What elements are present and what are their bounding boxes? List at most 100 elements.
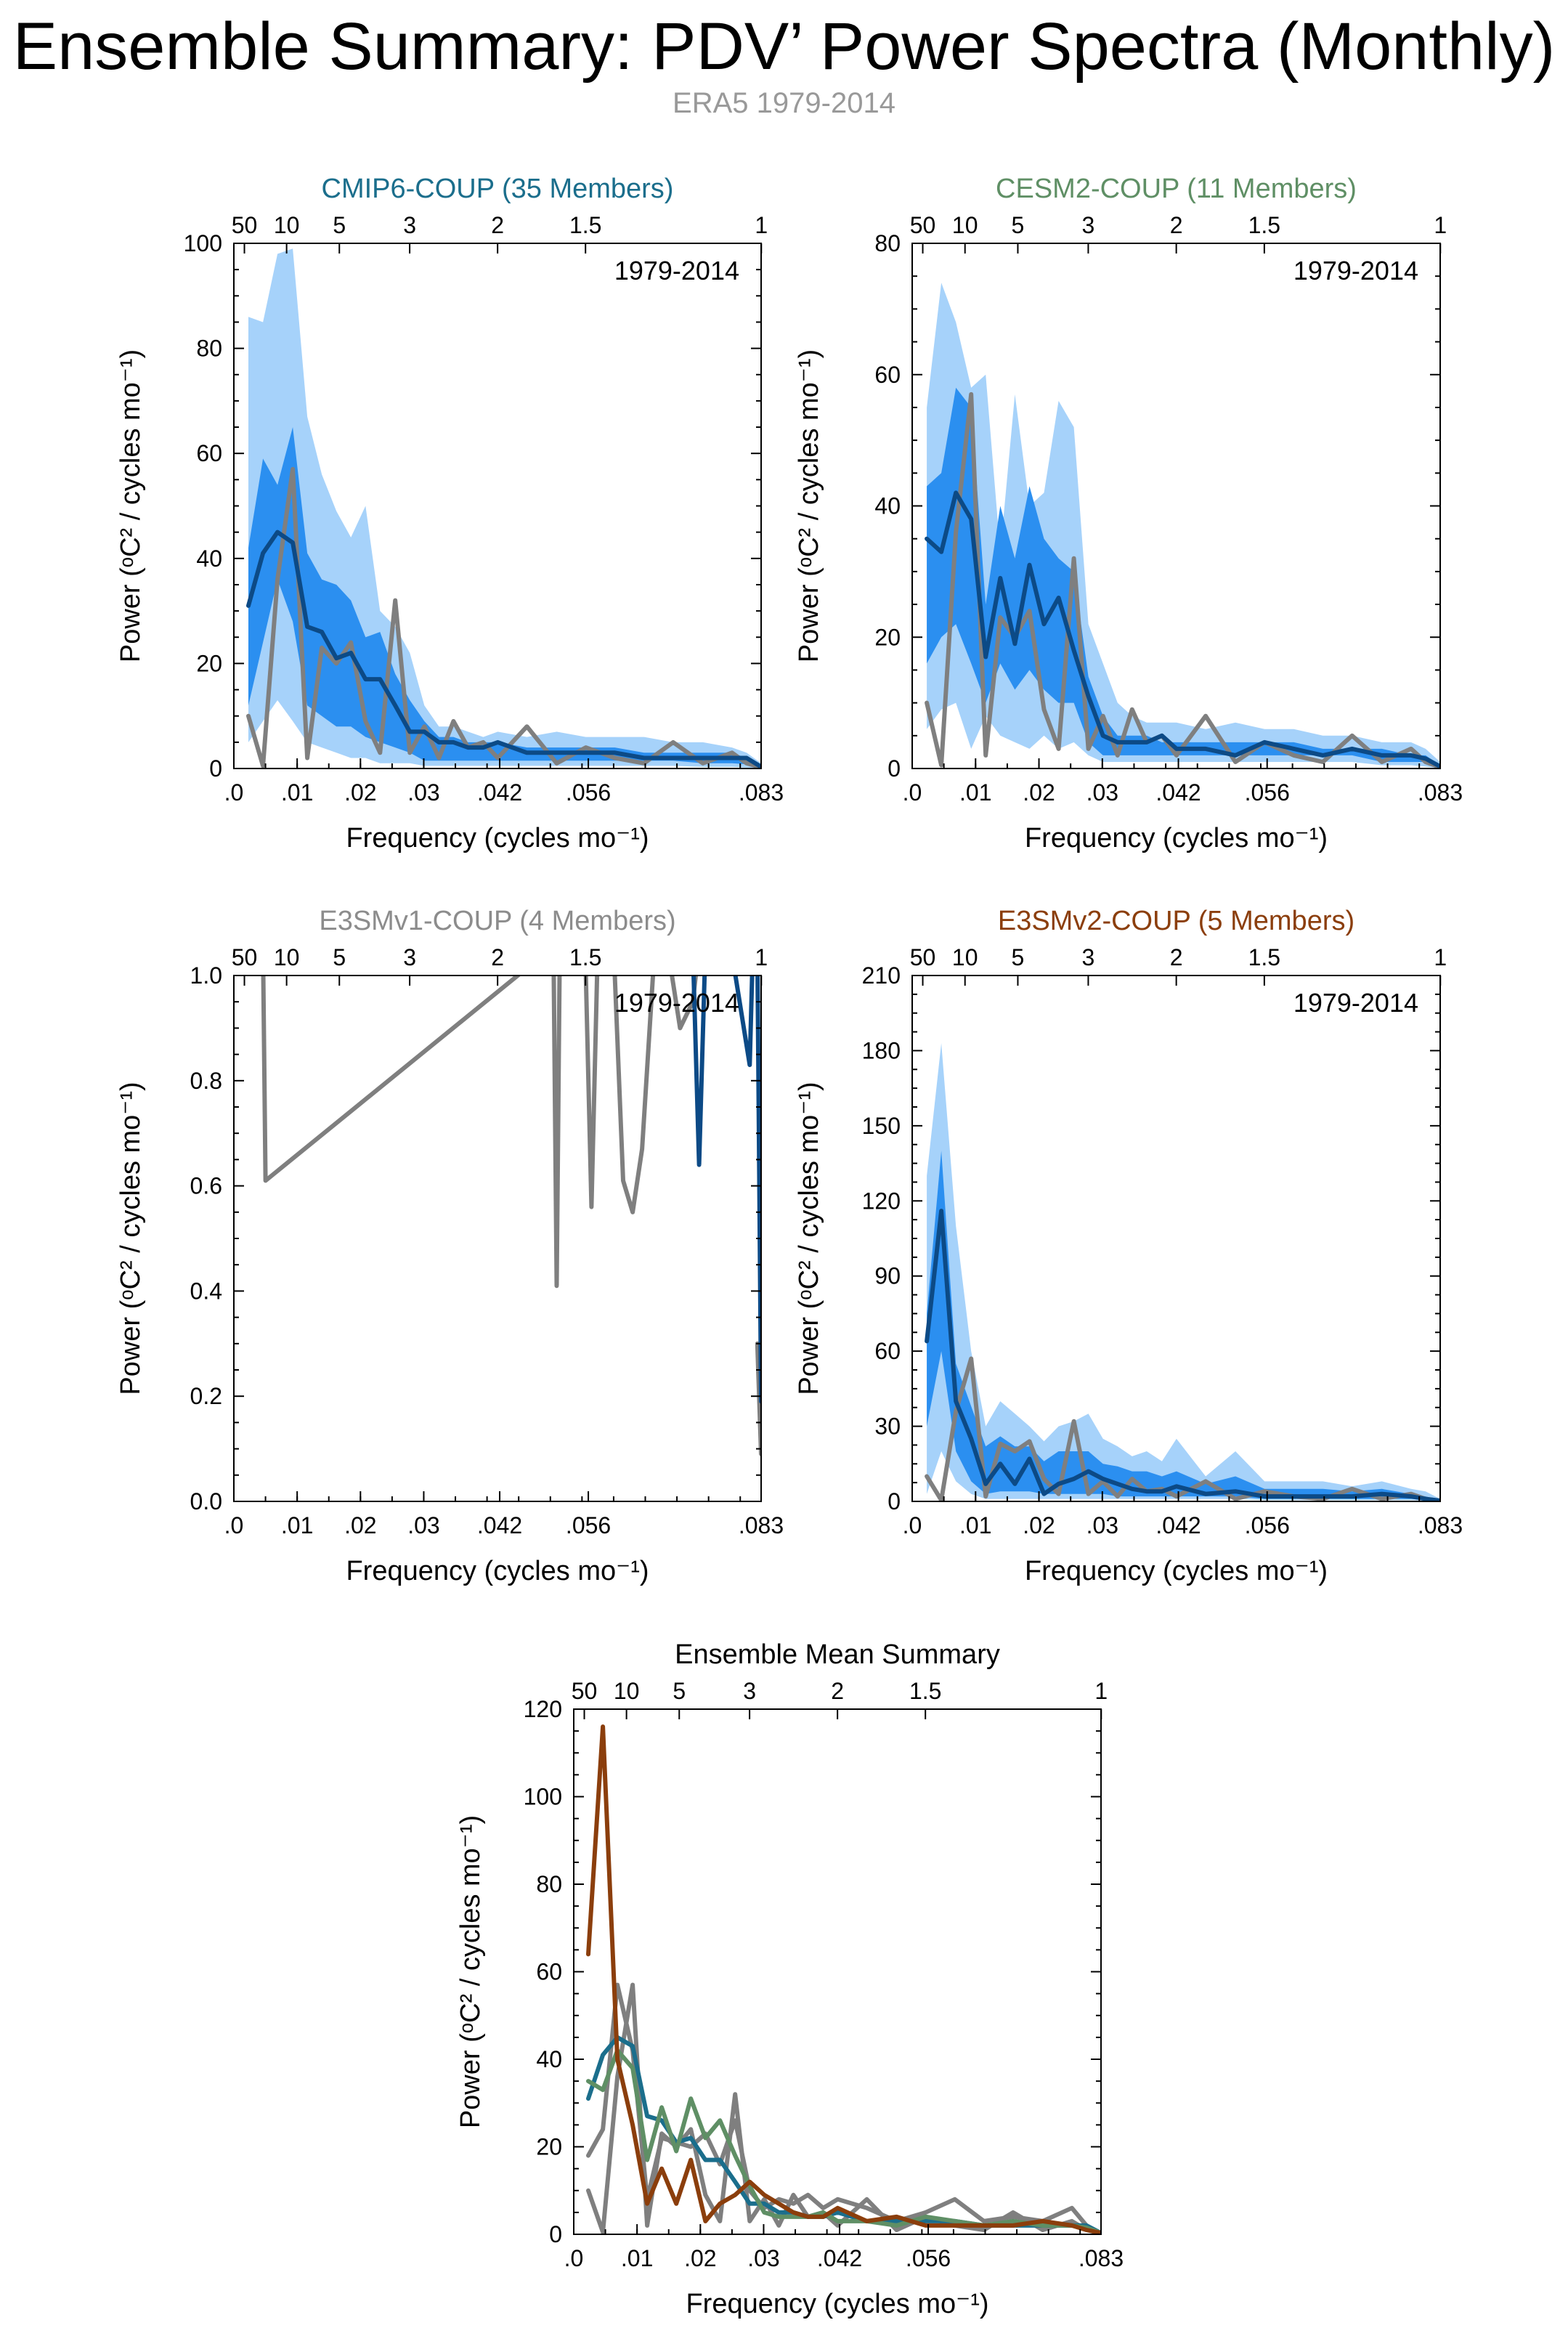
- y-tick-label: 40: [536, 2046, 562, 2072]
- y-tick-label: 0: [549, 2221, 562, 2247]
- x-tick-label: .042: [477, 1512, 522, 1538]
- y-tick-label: 100: [184, 230, 222, 256]
- top-tick-label: 10: [952, 944, 978, 970]
- y-tick-label: 0.6: [190, 1173, 222, 1199]
- top-tick-label: 1.5: [569, 212, 601, 238]
- y-tick-label: 0: [887, 755, 901, 782]
- top-tick-label: 1.5: [1248, 212, 1280, 238]
- x-tick-label: .02: [1023, 1512, 1055, 1538]
- y-tick-label: 20: [874, 624, 901, 650]
- top-tick-label: 1: [1434, 212, 1447, 238]
- x-tick-label: .083: [1418, 1512, 1463, 1538]
- top-tick-label: 1: [1434, 944, 1447, 970]
- x-tick-label: .01: [959, 779, 991, 806]
- top-tick-label: 50: [232, 944, 258, 970]
- x-tick-label: .056: [566, 779, 611, 806]
- top-tick-label: 50: [232, 212, 258, 238]
- series-line-era5: [925, 392, 1440, 768]
- x-tick-label: .056: [1245, 1512, 1290, 1538]
- top-tick-label: 1: [755, 212, 768, 238]
- y-tick-label: 40: [196, 546, 222, 572]
- spread-band-outer: [927, 1043, 1440, 1501]
- x-tick-label: .03: [407, 1512, 439, 1538]
- y-tick-label: 80: [874, 230, 901, 256]
- top-tick-label: 3: [1082, 212, 1095, 238]
- series-line-ensemble_mean: [925, 1209, 1440, 1501]
- y-tick-label: 40: [874, 493, 901, 519]
- y-tick-label: 20: [536, 2134, 562, 2160]
- x-tick-label: .0: [903, 779, 922, 806]
- period-label: 1979-2014: [1293, 988, 1418, 1018]
- panel-cmip6: 0 20 40 60 80 100 .0 .01 .02 .03 .042 .056 .083 50 10 5…: [115, 174, 784, 853]
- top-tick-label: 2: [491, 212, 504, 238]
- series-line-era5_b: [586, 1982, 1101, 2234]
- top-tick-label: 50: [572, 1678, 598, 1704]
- y-tick-label: 1.0: [190, 962, 222, 989]
- y-tick-label: 90: [874, 1263, 901, 1289]
- top-tick-label: 1.5: [569, 944, 601, 970]
- x-tick-label: .02: [344, 1512, 376, 1538]
- y-tick-label: 0: [887, 1488, 901, 1514]
- top-tick-label: 3: [403, 212, 416, 238]
- series-line-era5_a: [586, 1982, 1101, 2234]
- top-tick-label: 10: [952, 212, 978, 238]
- figure-subtitle: ERA5 1979-2014: [673, 87, 895, 119]
- y-tick-label: 180: [862, 1037, 901, 1063]
- x-axis-title: Frequency (cycles mo⁻¹): [1025, 1556, 1328, 1586]
- plot-frame: [233, 975, 762, 1502]
- top-tick-label: 1.5: [1248, 944, 1280, 970]
- y-tick-label: 60: [874, 1338, 901, 1364]
- panel-title: CESM2-COUP (11 Members): [996, 174, 1357, 204]
- top-tick-label: 5: [673, 1678, 686, 1704]
- top-tick-label: 5: [333, 212, 346, 238]
- panel-e3smv1: 0.0 0.2 0.4 0.6 0.8 1.0 .0 .01 .02 .03 .042 .056 .08…: [115, 906, 784, 1586]
- x-tick-label: .01: [959, 1512, 991, 1538]
- top-tick-label: 3: [1082, 944, 1095, 970]
- period-label: 1979-2014: [614, 256, 739, 285]
- y-tick-label: 210: [862, 962, 901, 989]
- plot-frame: [573, 1708, 1102, 2235]
- x-tick-label: .083: [1418, 779, 1463, 806]
- panel-title: CMIP6-COUP (35 Members): [322, 174, 674, 204]
- panel-title: Ensemble Mean Summary: [675, 1639, 1000, 1670]
- x-tick-label: .01: [621, 2245, 653, 2271]
- y-tick-label: 80: [196, 336, 222, 362]
- y-tick-label: 0.4: [190, 1278, 222, 1304]
- spread-band-inner: [248, 427, 761, 768]
- x-axis-title: Frequency (cycles mo⁻¹): [1025, 823, 1328, 853]
- series-line-era5: [246, 466, 761, 768]
- x-tick-label: .01: [281, 1512, 313, 1538]
- y-tick-label: 0: [209, 755, 222, 782]
- series-line-cesm2: [586, 2048, 1101, 2234]
- top-tick-label: 10: [274, 944, 300, 970]
- period-label: 1979-2014: [614, 988, 739, 1018]
- y-tick-label: 0.2: [190, 1383, 222, 1409]
- x-tick-label: .02: [684, 2245, 716, 2271]
- x-axis-title: Frequency (cycles mo⁻¹): [686, 2289, 988, 2319]
- y-axis-title: Power (ᵒC² / cycles mo⁻¹): [794, 1082, 824, 1395]
- x-tick-label: .056: [906, 2245, 951, 2271]
- x-tick-label: .083: [739, 779, 784, 806]
- y-axis-title: Power (ᵒC² / cycles mo⁻¹): [115, 1082, 146, 1395]
- x-tick-label: .02: [1023, 779, 1055, 806]
- y-tick-label: 30: [874, 1414, 901, 1440]
- y-tick-label: 120: [862, 1188, 901, 1214]
- top-tick-label: 3: [743, 1678, 756, 1704]
- top-tick-label: 2: [491, 944, 504, 970]
- plot-area: [925, 1043, 1440, 1501]
- y-tick-label: 0.8: [190, 1068, 222, 1094]
- top-tick-label: 5: [1012, 212, 1025, 238]
- plot-area: [925, 283, 1440, 768]
- x-tick-label: .03: [747, 2245, 779, 2271]
- y-tick-label: 120: [524, 1696, 562, 1722]
- y-tick-label: 150: [862, 1113, 901, 1139]
- series-line-era5: [261, 976, 761, 1456]
- series-line-e3smv2: [586, 1724, 1101, 2234]
- top-tick-label: 10: [614, 1678, 640, 1704]
- spread-band-inner: [927, 387, 1440, 768]
- x-tick-label: .0: [564, 2245, 584, 2271]
- top-tick-label: 1.5: [909, 1678, 941, 1704]
- x-tick-label: .042: [477, 779, 522, 806]
- x-tick-label: .03: [1086, 1512, 1118, 1538]
- x-tick-label: .056: [1245, 779, 1290, 806]
